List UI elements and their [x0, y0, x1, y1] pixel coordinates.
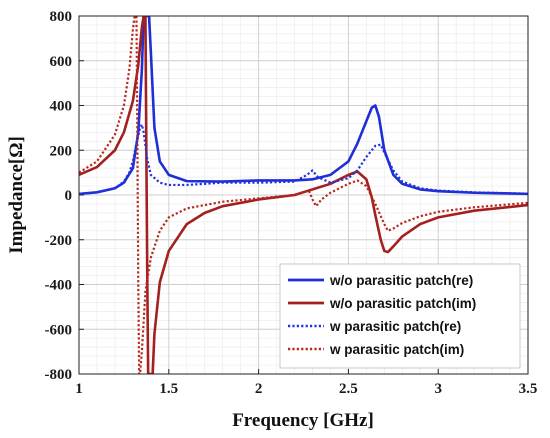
x-tick-label: 1.5: [159, 381, 178, 397]
x-tick-label: 3.5: [519, 381, 538, 397]
x-tick-label: 3: [434, 381, 442, 397]
x-tick-label: 2: [255, 381, 263, 397]
y-tick-label: -600: [45, 322, 73, 338]
plot-frame: [78, 15, 529, 375]
y-tick-label: 0: [65, 188, 73, 204]
x-axis-label: Frequency [GHz]: [232, 410, 374, 431]
y-tick-label: 400: [50, 99, 73, 115]
y-tick-label: 200: [50, 143, 73, 159]
series-layer: [79, 16, 528, 374]
y-tick-label: -200: [45, 233, 73, 249]
legend-label: w parasitic patch(im): [329, 342, 464, 357]
x-tick-label: 2.5: [339, 381, 358, 397]
y-axis-label: Impedance[Ω]: [6, 136, 27, 254]
series-line-w-parasitic-patch-im: [79, 16, 528, 374]
legend-label: w/o parasitic patch(im): [329, 296, 476, 311]
x-tick-labels: 1 1.5 2 2.5 3 3.5: [75, 381, 537, 397]
series-line-w-parasitic-patch-re: [79, 123, 528, 195]
y-tick-labels: -800 -600 -400 -200 0 200 400 600 800: [45, 9, 73, 383]
legend: w/o parasitic patch(re) w/o parasitic pat…: [279, 263, 521, 369]
legend-label: w/o parasitic patch(re): [329, 273, 473, 288]
x-tick-label: 1: [75, 381, 83, 397]
y-tick-label: 600: [50, 54, 73, 70]
series-line-w-o-parasitic-patch-im: [79, 16, 528, 374]
y-tick-label: -400: [45, 278, 73, 294]
legend-label: w parasitic patch(re): [329, 319, 461, 334]
y-tick-label: -800: [45, 367, 73, 383]
y-tick-label: 800: [50, 9, 73, 25]
